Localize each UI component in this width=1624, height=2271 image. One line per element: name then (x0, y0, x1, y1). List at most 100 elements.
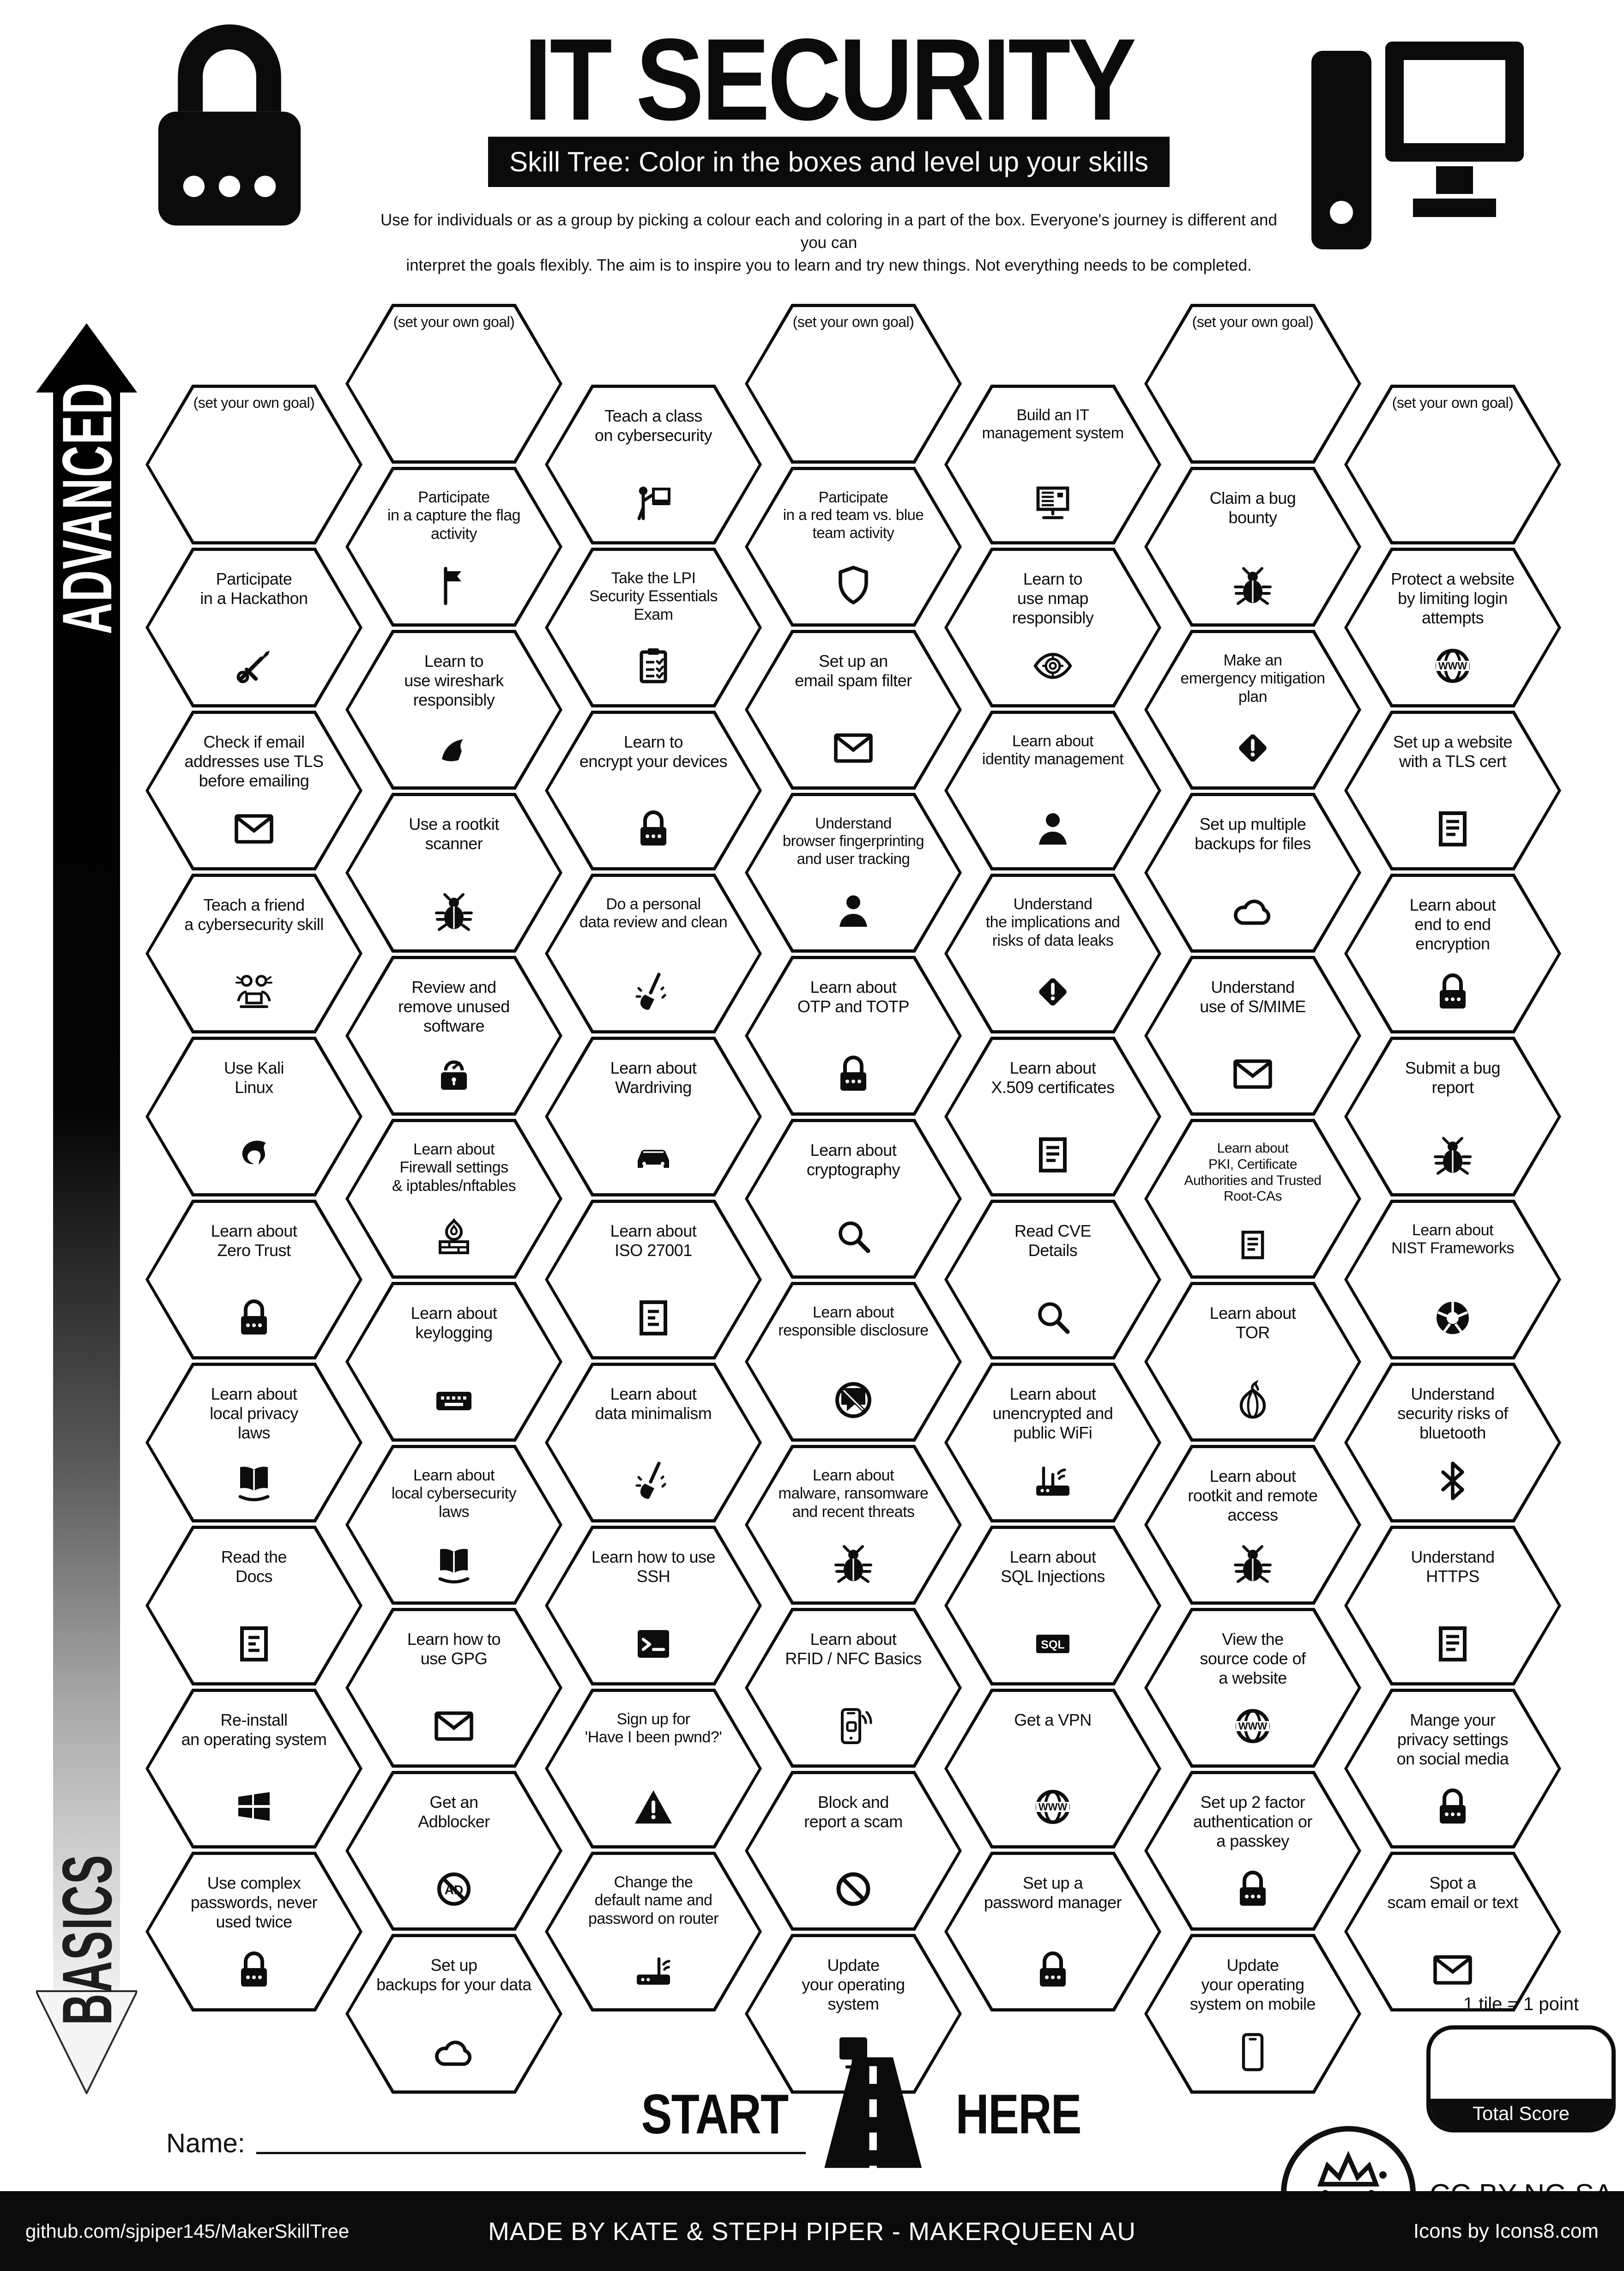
hex-read-cve-details[interactable]: Read CVE Details (944, 1200, 1161, 1359)
hex-set-your-own-goal[interactable]: (set your own goal) (1144, 304, 1361, 464)
hex-set-your-own-goal[interactable]: (set your own goal) (1344, 385, 1561, 544)
hex-participate-in-a-red-team-vs-blue-team-activity[interactable]: Participate in a red team vs. blue team … (745, 467, 962, 627)
hex-set-your-own-goal[interactable]: (set your own goal) (745, 304, 962, 464)
hex-set-your-own-goal[interactable]: (set your own goal) (145, 385, 362, 544)
hex-learn-about-iso-27001[interactable]: Learn about ISO 27001 (545, 1200, 762, 1359)
certificate-icon (1431, 807, 1475, 853)
hex-learn-about-tor[interactable]: Learn about TOR (1144, 1282, 1361, 1442)
hex-re-install-an-operating-system[interactable]: Re-install an operating system (145, 1689, 362, 1848)
hex-face: Learn about TOR (1147, 1285, 1358, 1438)
hex-understand-https[interactable]: Understand HTTPS (1344, 1526, 1561, 1685)
hex-learn-about-sql-injections[interactable]: Learn about SQL Injections SQL (944, 1526, 1161, 1685)
hex-learn-about-unencrypted-and-public-wifi[interactable]: Learn about unencrypted and public WiFi (944, 1363, 1161, 1522)
name-input-line[interactable] (256, 2152, 806, 2154)
hex-face: Understand use of S/MIME (1147, 959, 1358, 1112)
hex-teach-a-friend-a-cybersecurity-skill[interactable]: Teach a friend a cybersecurity skill (145, 874, 362, 1033)
hex-build-an-it-management-system[interactable]: Build an IT management system (944, 385, 1161, 544)
goal-label: (set your own goal) (393, 314, 515, 330)
hex-learn-about-wardriving[interactable]: Learn about Wardriving (545, 1037, 762, 1196)
hex-learn-how-to-use-gpg[interactable]: Learn how to use GPG (345, 1608, 562, 1768)
hex-block-and-report-a-scam[interactable]: Block and report a scam (745, 1771, 962, 1931)
hex-set-up-an-email-spam-filter[interactable]: Set up an email spam filter (745, 630, 962, 790)
lock-dial-icon (432, 1052, 476, 1099)
sql-icon: SQL (1031, 1622, 1075, 1668)
hex-use-kali-linux[interactable]: Use Kali Linux (145, 1037, 362, 1196)
hex-participate-in-a-hackathon[interactable]: Participate in a Hackathon (145, 548, 362, 707)
hex-protect-a-website-by-limiting-login-attempts[interactable]: Protect a website by limiting login atte… (1344, 548, 1561, 707)
hex-face: Change the default name and password on … (548, 1855, 759, 2008)
hex-make-an-emergency-mitigation-plan[interactable]: Make an emergency mitigation plan (1144, 630, 1361, 790)
hex-learn-to-encrypt-your-devices[interactable]: Learn to encrypt your devices (545, 711, 762, 870)
hex-face: Set up a password manager (948, 1855, 1158, 2008)
hex-set-up-backups-for-your-data[interactable]: Set up backups for your data (345, 1934, 562, 2094)
hex-participate-in-a-capture-the-flag-activity[interactable]: Participate in a capture the flag activi… (345, 467, 562, 627)
hex-understand-use-of-s-mime[interactable]: Understand use of S/MIME (1144, 956, 1361, 1116)
hex-face: Get a VPN WWW (948, 1692, 1158, 1845)
bluetooth-icon (1431, 1459, 1475, 1505)
tile-label: Do a personal data review and clean (579, 895, 728, 931)
hex-use-complex-passwords-never-used-twice[interactable]: Use complex passwords, never used twice (145, 1852, 362, 2011)
hex-understand-the-implications-and-risks-of-data-le[interactable]: Understand the implications and risks of… (944, 874, 1161, 1033)
hex-learn-about-x-509-certificates[interactable]: Learn about X.509 certificates (944, 1037, 1161, 1196)
hex-learn-about-rootkit-and-remote-access[interactable]: Learn about rootkit and remote access (1144, 1445, 1361, 1605)
tile-label: Teach a class on cybersecurity (594, 406, 712, 445)
hex-learn-about-data-minimalism[interactable]: Learn about data minimalism (545, 1363, 762, 1522)
hex-learn-about-local-cybersecurity-laws[interactable]: Learn about local cybersecurity laws (345, 1445, 562, 1605)
hex-set-up-2-factor-authentication-or-a-passkey[interactable]: Set up 2 factor authentication or a pass… (1144, 1771, 1361, 1931)
hex-learn-about-zero-trust[interactable]: Learn about Zero Trust (145, 1200, 362, 1359)
hex-learn-about-identity-management[interactable]: Learn about identity management (944, 711, 1161, 870)
hex-learn-to-use-nmap-responsibly[interactable]: Learn to use nmap responsibly (944, 548, 1161, 707)
tile-label: Read the Docs (221, 1547, 287, 1586)
hex-understand-security-risks-of-bluetooth[interactable]: Understand security risks of bluetooth (1344, 1363, 1561, 1522)
hex-understand-browser-fingerprinting-and-user-track[interactable]: Understand browser fingerprinting and us… (745, 793, 962, 953)
hex-face: (set your own goal) (149, 388, 359, 541)
hex-submit-a-bug-report[interactable]: Submit a bug report (1344, 1037, 1561, 1196)
hex-take-the-lpi-security-essentials-exam[interactable]: Take the LPI Security Essentials Exam (545, 548, 762, 707)
hex-learn-about-otp-and-totp[interactable]: Learn about OTP and TOTP (745, 956, 962, 1116)
hex-update-your-operating-system-on-mobile[interactable]: Update your operating system on mobile (1144, 1934, 1361, 2094)
hex-teach-a-class-on-cybersecurity[interactable]: Teach a class on cybersecurity (545, 385, 762, 544)
hex-get-a-vpn[interactable]: Get a VPN WWW (944, 1689, 1161, 1848)
hex-do-a-personal-data-review-and-clean[interactable]: Do a personal data review and clean (545, 874, 762, 1033)
hex-set-up-a-password-manager[interactable]: Set up a password manager (944, 1852, 1161, 2011)
document-icon (232, 1622, 276, 1668)
hex-learn-about-responsible-disclosure[interactable]: Learn about responsible disclosure (745, 1282, 962, 1442)
hex-check-if-email-addresses-use-tls-before-emailing[interactable]: Check if email addresses use TLS before … (145, 711, 362, 870)
law-book-icon (232, 1459, 276, 1505)
hex-change-the-default-name-and-password-on-router[interactable]: Change the default name and password on … (545, 1852, 762, 2011)
hex-spot-a-scam-email-or-text[interactable]: Spot a scam email or text (1344, 1852, 1561, 2011)
hex-sign-up-for-have-i-been-pwnd[interactable]: Sign up for 'Have I been pwnd?' (545, 1689, 762, 1848)
hex-learn-about-malware-ransomware-and-recent-threat[interactable]: Learn about malware, ransomware and rece… (745, 1445, 962, 1605)
hex-review-and-remove-unused-software[interactable]: Review and remove unused software (345, 956, 562, 1116)
hex-get-an-adblocker[interactable]: Get an Adblocker AD (345, 1771, 562, 1931)
hex-view-the-source-code-of-a-website[interactable]: View the source code of a website WWW (1144, 1608, 1361, 1768)
hex-learn-how-to-use-ssh[interactable]: Learn how to use SSH (545, 1526, 762, 1685)
hex-set-up-a-website-with-a-tls-cert[interactable]: Set up a website with a TLS cert (1344, 711, 1561, 870)
hex-learn-to-use-wireshark-responsibly[interactable]: Learn to use wireshark responsibly (345, 630, 562, 790)
hex-use-a-rootkit-scanner[interactable]: Use a rootkit scanner (345, 793, 562, 953)
hex-claim-a-bug-bounty[interactable]: Claim a bug bounty (1144, 467, 1361, 627)
hex-face: Use complex passwords, never used twice (149, 1855, 359, 2008)
hex-face: Set up an email spam filter (748, 633, 959, 786)
hex-learn-about-local-privacy-laws[interactable]: Learn about local privacy laws (145, 1363, 362, 1522)
hex-mange-your-privacy-settings-on-social-media[interactable]: Mange your privacy settings on social me… (1344, 1689, 1561, 1848)
bug-icon (1231, 1541, 1275, 1588)
hex-set-your-own-goal[interactable]: (set your own goal) (345, 304, 562, 464)
total-score-box[interactable]: Total Score (1426, 2025, 1616, 2132)
tile-label: Learn about local cybersecurity laws (391, 1467, 517, 1521)
hex-learn-about-firewall-settings-iptables-nftables[interactable]: Learn about Firewall settings & iptables… (345, 1119, 562, 1279)
hex-read-the-docs[interactable]: Read the Docs (145, 1526, 362, 1685)
hex-set-up-multiple-backups-for-files[interactable]: Set up multiple backups for files (1144, 793, 1361, 953)
hex-learn-about-rfid-nfc-basics[interactable]: Learn about RFID / NFC Basics (745, 1608, 962, 1768)
hex-learn-about-pki-certificate-authorities-and-trus[interactable]: Learn about PKI, Certificate Authorities… (1144, 1119, 1361, 1279)
padlock-icon (1031, 1948, 1075, 1994)
hex-face: Check if email addresses use TLS before … (149, 714, 359, 867)
hex-learn-about-end-to-end-encryption[interactable]: Learn about end to end encryption (1344, 874, 1561, 1033)
tile-label: Learn about SQL Injections (1001, 1547, 1105, 1586)
hex-face: Learn about unencrypted and public WiFi (948, 1366, 1158, 1519)
tile-label: Set up a website with a TLS cert (1393, 732, 1513, 771)
hex-learn-about-nist-frameworks[interactable]: Learn about NIST Frameworks (1344, 1200, 1561, 1359)
hex-learn-about-cryptography[interactable]: Learn about cryptography (745, 1119, 962, 1279)
bug-icon (831, 1541, 875, 1588)
hex-learn-about-keylogging[interactable]: Learn about keylogging (345, 1282, 562, 1442)
